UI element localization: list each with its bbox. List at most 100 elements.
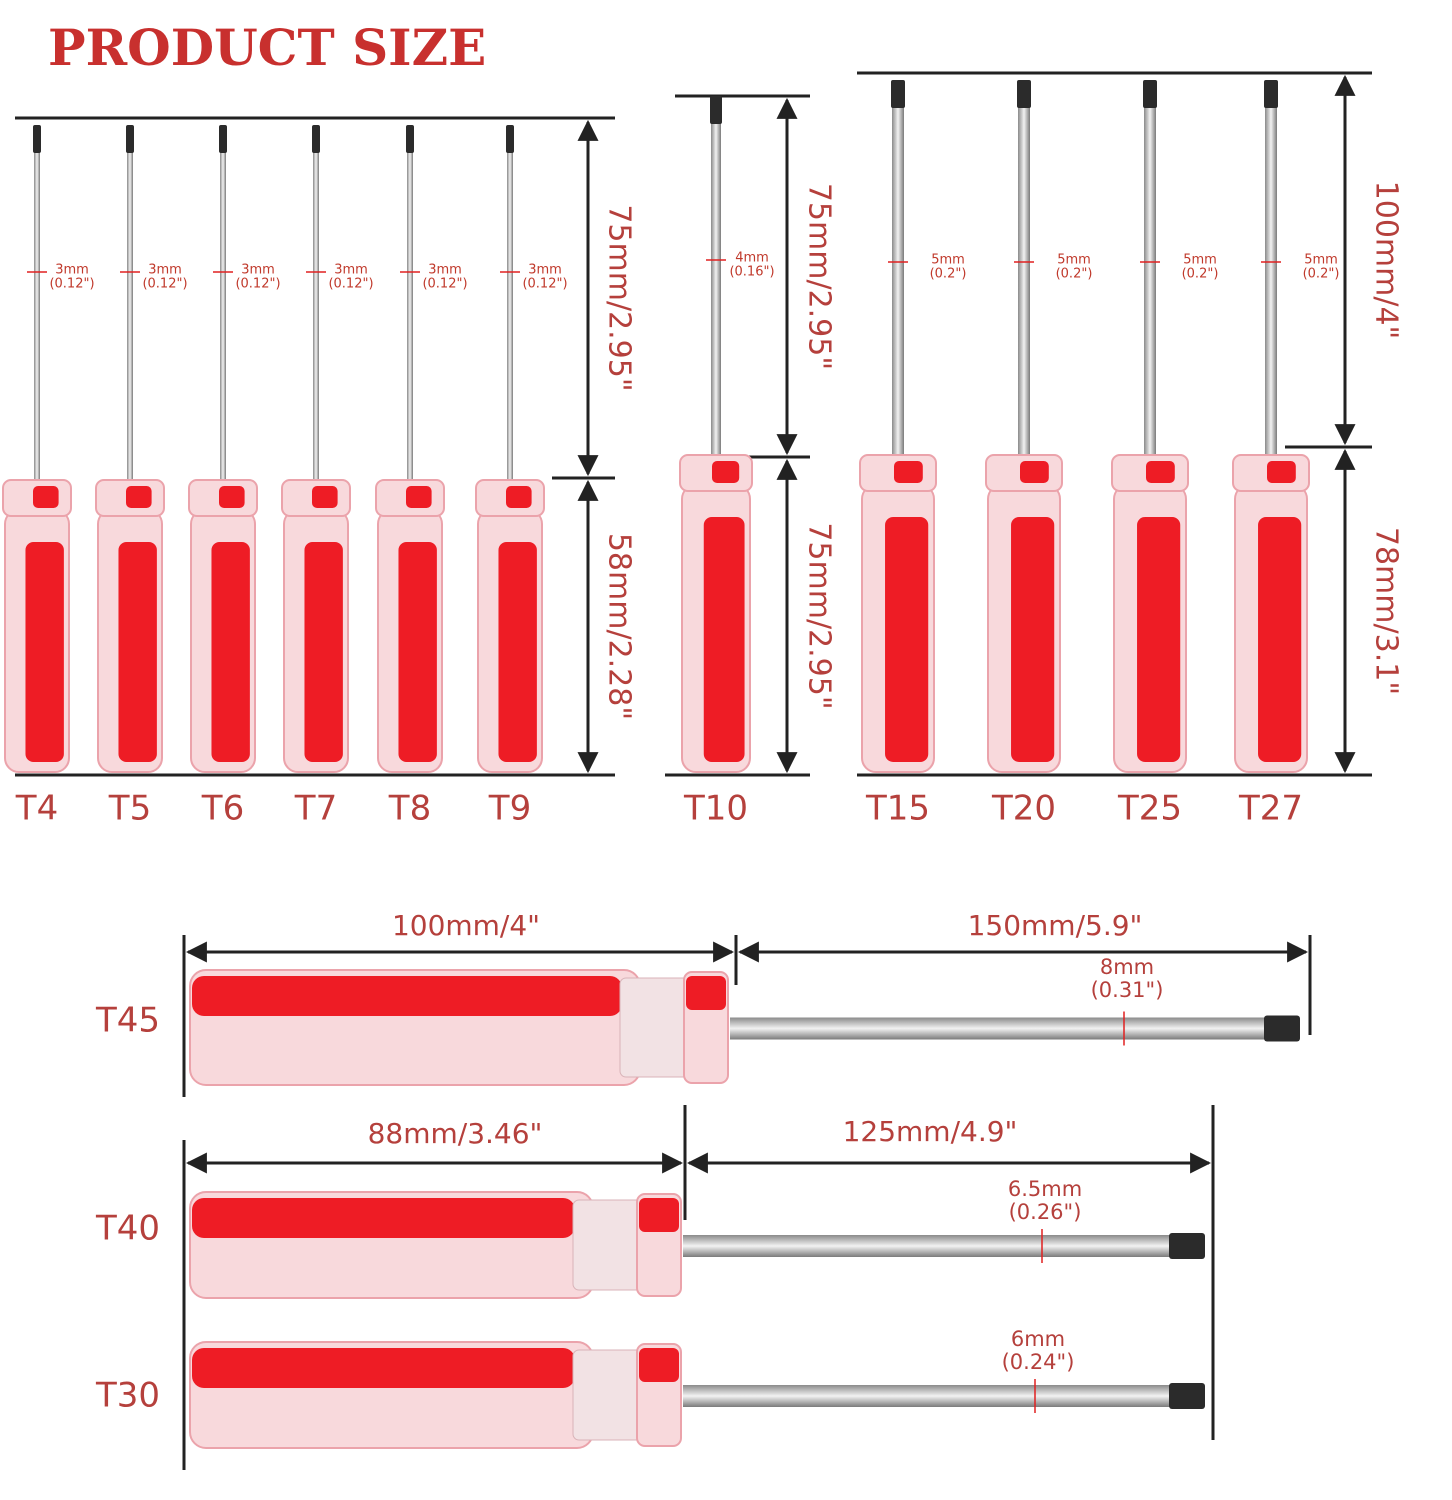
shaft	[407, 147, 413, 492]
diameter-inch: (0.12")	[235, 277, 280, 292]
diameter-inch: (0.16")	[729, 265, 774, 280]
tool-label: T15	[865, 789, 930, 829]
shaft-length: 150mm/5.9"	[968, 909, 1143, 942]
tool-label: T30	[95, 1376, 160, 1416]
handle-length: 100mm/4"	[392, 909, 540, 942]
shaft	[220, 147, 226, 492]
shaft	[1265, 102, 1277, 467]
shaft	[711, 118, 721, 467]
handle-cap	[1267, 461, 1296, 483]
diameter: 5mm	[1304, 253, 1338, 268]
diameter: 5mm	[931, 253, 965, 268]
tool-label: T4	[15, 789, 58, 829]
handle-cap	[686, 976, 726, 1010]
diameter-inch: (0.2")	[1182, 267, 1219, 282]
shaft	[683, 1385, 1175, 1407]
diameter: 3mm	[428, 263, 462, 278]
shaft	[34, 147, 40, 492]
handle-length: 78mm/3.1"	[1369, 527, 1404, 695]
handle-stripe	[703, 517, 745, 762]
shaft	[730, 1017, 1270, 1040]
handle-length: 75mm/2.95"	[802, 522, 837, 709]
diameter: 4mm	[735, 251, 769, 266]
handle-cap	[506, 486, 532, 508]
handle-stripe	[498, 542, 537, 762]
tool-label: T45	[95, 1001, 160, 1041]
diameter: 3mm	[55, 263, 89, 278]
handle-length: 88mm/3.46"	[368, 1117, 543, 1150]
diameter-inch: (0.24")	[1002, 1350, 1075, 1374]
diameter: 8mm	[1100, 955, 1154, 979]
diameter: 5mm	[1183, 253, 1217, 268]
shaft-length: 75mm/2.95"	[602, 204, 637, 391]
diameter-inch: (0.2")	[930, 267, 967, 282]
tool-label: T6	[201, 789, 244, 829]
shaft	[1144, 102, 1156, 467]
shaft-length: 125mm/4.9"	[843, 1115, 1018, 1148]
handle-cap	[639, 1198, 679, 1232]
diameter: 6mm	[1011, 1327, 1065, 1351]
shaft	[1018, 102, 1030, 467]
diameter-inch: (0.12")	[142, 277, 187, 292]
title: PRODUCT SIZE	[48, 18, 486, 77]
handle-thread	[572, 1349, 644, 1441]
shaft	[507, 147, 513, 492]
tip	[1017, 80, 1031, 108]
tool-label: T5	[108, 789, 151, 829]
handle-stripe	[25, 542, 64, 762]
tip	[126, 125, 134, 153]
shaft-length: 75mm/2.95"	[802, 183, 837, 370]
tool-label: T20	[991, 789, 1056, 829]
diameter-inch: (0.2")	[1056, 267, 1093, 282]
handle-stripe	[1258, 517, 1302, 762]
tip	[1169, 1233, 1205, 1259]
tip	[33, 125, 41, 153]
handle-cap	[33, 486, 59, 508]
tool-label: T40	[95, 1209, 160, 1249]
shaft	[892, 102, 904, 467]
tip	[312, 125, 320, 153]
handle-stripe	[118, 542, 157, 762]
shaft	[313, 147, 319, 492]
diameter-inch: (0.26")	[1009, 1200, 1082, 1224]
tip	[1264, 80, 1278, 108]
diameter-inch: (0.2")	[1303, 267, 1340, 282]
handle-stripe	[1137, 517, 1181, 762]
handle-stripe	[304, 542, 343, 762]
handle-cap	[894, 461, 923, 483]
tool-label: T25	[1117, 789, 1182, 829]
handle-cap	[126, 486, 152, 508]
tip	[506, 125, 514, 153]
handle-cap	[712, 461, 740, 483]
handle-stripe	[192, 976, 622, 1016]
handle-stripe	[398, 542, 437, 762]
diameter-inch: (0.12")	[422, 277, 467, 292]
handle-length: 58mm/2.28"	[602, 533, 637, 720]
handle-cap	[312, 486, 338, 508]
tip	[1264, 1015, 1300, 1042]
tip	[219, 125, 227, 153]
handle-cap	[219, 486, 245, 508]
tip	[406, 125, 414, 153]
diameter: 3mm	[148, 263, 182, 278]
diameter-inch: (0.12")	[328, 277, 373, 292]
shaft	[127, 147, 133, 492]
handle-thread	[619, 977, 691, 1078]
shaft-length: 100mm/4"	[1369, 181, 1404, 340]
diameter: 3mm	[528, 263, 562, 278]
tool-label: T27	[1238, 789, 1303, 829]
tip	[1143, 80, 1157, 108]
diameter: 5mm	[1057, 253, 1091, 268]
handle-stripe	[192, 1348, 575, 1388]
diameter-inch: (0.12")	[522, 277, 567, 292]
tip	[710, 96, 722, 124]
diameter: 6.5mm	[1008, 1177, 1082, 1201]
tip	[891, 80, 905, 108]
handle-cap	[1020, 461, 1049, 483]
handle-stripe	[1011, 517, 1055, 762]
handle-cap	[406, 486, 432, 508]
handle-stripe	[192, 1198, 575, 1238]
tip	[1169, 1383, 1205, 1409]
diameter: 3mm	[334, 263, 368, 278]
diameter: 3mm	[241, 263, 275, 278]
